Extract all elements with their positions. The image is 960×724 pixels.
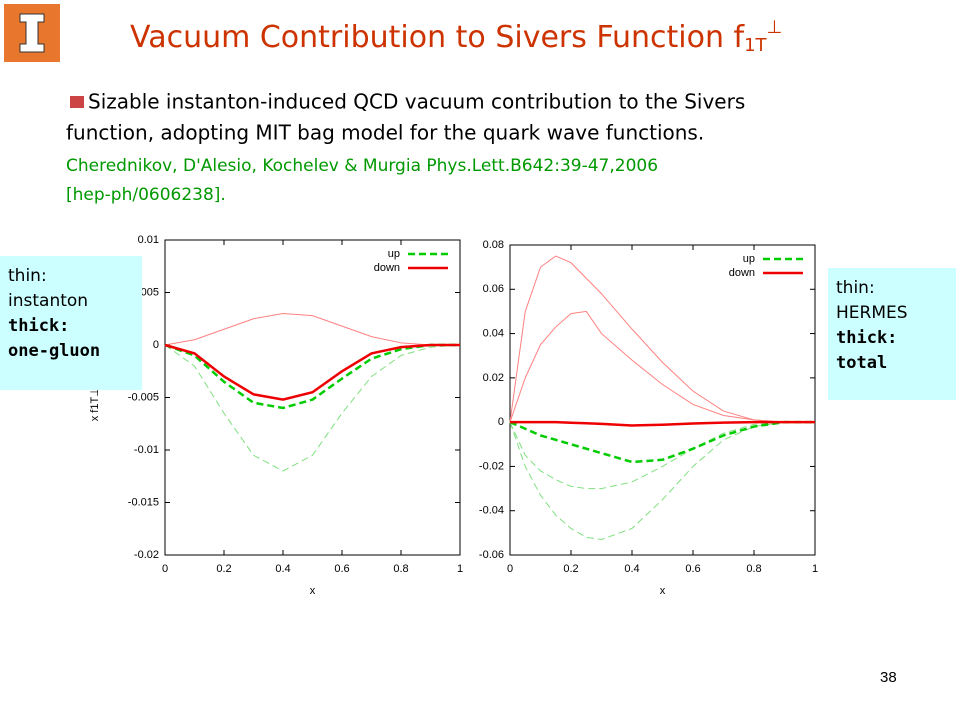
series-line xyxy=(164,312,460,346)
y-tick-label: -0.02 xyxy=(134,549,159,561)
note-line: one-gluon xyxy=(8,341,100,361)
y-tick-label: -0.005 xyxy=(128,391,159,403)
series-line xyxy=(164,343,460,401)
y-tick-label: -0.015 xyxy=(128,496,159,508)
title: Vacuum Contribution to Sivers Function f… xyxy=(130,17,782,56)
series-line xyxy=(509,421,815,541)
plot-frame xyxy=(509,244,816,556)
bullet-line: Sizable instanton-induced QCD vacuum con… xyxy=(88,90,745,114)
y-tick-label: 0 xyxy=(498,416,504,428)
y-tick-label: -0.01 xyxy=(134,444,159,456)
note-box xyxy=(0,256,142,390)
x-tick-label: 0.2 xyxy=(563,563,578,575)
note-line: instanton xyxy=(8,291,88,311)
legend-label: down xyxy=(729,267,755,279)
citation-line: Cherednikov, D'Alesio, Kochelev & Murgia… xyxy=(66,156,658,176)
series-line xyxy=(164,343,460,410)
logo-mark xyxy=(19,13,45,53)
page-number: 38 xyxy=(880,669,897,686)
y-tick-label: 0.08 xyxy=(483,239,504,251)
legend-label: up xyxy=(743,253,755,265)
x-tick-label: 0.8 xyxy=(393,563,408,575)
x-tick-label: 0 xyxy=(507,563,513,575)
series-line xyxy=(509,310,815,423)
note-line: thin: xyxy=(836,278,875,298)
x-tick-label: 0.4 xyxy=(275,563,290,575)
bullet-icon xyxy=(70,96,84,108)
note-line: HERMES xyxy=(836,303,908,323)
series-line xyxy=(510,420,815,427)
y-tick-label: -0.02 xyxy=(479,460,504,472)
plot-frame xyxy=(164,239,461,556)
x-tick-label: 0.8 xyxy=(746,563,761,575)
y-tick-label: 0.06 xyxy=(483,283,504,295)
y-tick-label: 0.02 xyxy=(483,372,504,384)
series-line xyxy=(164,344,461,472)
x-tick-label: 0.4 xyxy=(624,563,639,575)
note-line: thick: xyxy=(836,328,897,348)
note-line: thin: xyxy=(8,266,47,286)
x-tick-label: 1 xyxy=(812,563,818,575)
series-line xyxy=(509,255,815,423)
x-tick-label: 0.6 xyxy=(334,563,349,575)
x-tick-label: 0.2 xyxy=(216,563,231,575)
legend-label: down xyxy=(374,262,400,274)
y-tick-label: 0 xyxy=(153,339,159,351)
y-tick-label: 0.01 xyxy=(138,234,159,246)
note-line: total xyxy=(836,353,887,373)
x-tick-label: 0 xyxy=(162,563,168,575)
series-line xyxy=(509,420,815,464)
series-line xyxy=(509,421,815,490)
x-tick-label: 1 xyxy=(457,563,463,575)
bullet-line: function, adopting MIT bag model for the… xyxy=(66,121,704,145)
legend-label: up xyxy=(388,248,400,260)
note-line: thick: xyxy=(8,316,69,336)
y-tick-label: -0.06 xyxy=(479,549,504,561)
x-tick-label: 0.6 xyxy=(685,563,700,575)
y-tick-label: 0.04 xyxy=(483,327,504,339)
note-box xyxy=(828,268,956,400)
y-tick-label: -0.04 xyxy=(479,505,504,517)
x-axis-label: x xyxy=(660,585,666,597)
x-axis-label: x xyxy=(310,585,316,597)
citation-line: [hep-ph/0606238]. xyxy=(66,185,226,205)
